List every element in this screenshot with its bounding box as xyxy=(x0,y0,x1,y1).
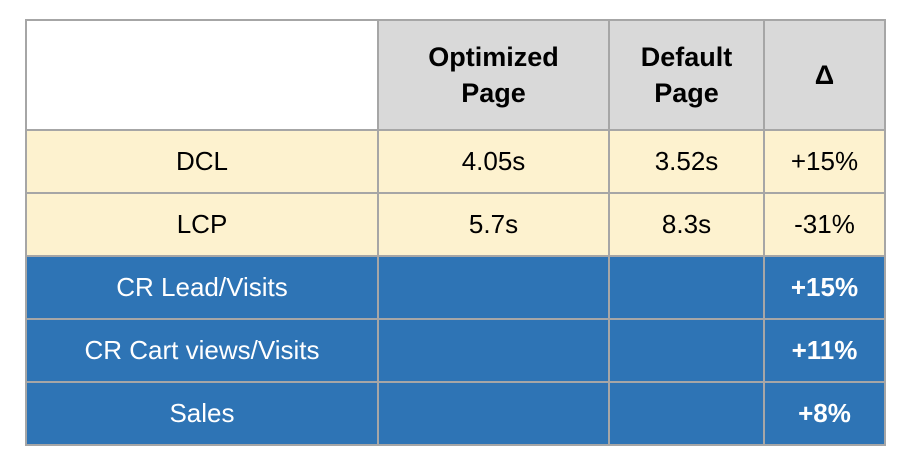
table-row-sales: Sales +8% xyxy=(25,381,886,446)
default-value-cell: 3.52s xyxy=(608,129,765,194)
row-label-cell: DCL xyxy=(25,129,379,194)
table-row-lcp: LCP 5.7s 8.3s -31% xyxy=(25,192,886,257)
delta-value-cell: +11% xyxy=(763,318,886,383)
optimized-value-cell xyxy=(377,318,610,383)
delta-value-cell: -31% xyxy=(763,192,886,257)
header-delta: Δ xyxy=(763,19,886,131)
metrics-comparison-table: Optimized Page Default Page Δ DCL 4.05s … xyxy=(25,19,886,446)
header-row: Optimized Page Default Page Δ xyxy=(25,19,886,131)
optimized-value-cell xyxy=(377,381,610,446)
header-optimized-page: Optimized Page xyxy=(377,19,610,131)
optimized-value-cell xyxy=(377,255,610,320)
row-label-cell: CR Lead/Visits xyxy=(25,255,379,320)
table-row-cr-cart-views-visits: CR Cart views/Visits +11% xyxy=(25,318,886,383)
row-label-cell: LCP xyxy=(25,192,379,257)
table-row-cr-lead-visits: CR Lead/Visits +15% xyxy=(25,255,886,320)
optimized-value-cell: 5.7s xyxy=(377,192,610,257)
delta-value-cell: +8% xyxy=(763,381,886,446)
default-value-cell xyxy=(608,255,765,320)
row-label-cell: Sales xyxy=(25,381,379,446)
delta-value-cell: +15% xyxy=(763,129,886,194)
header-empty-cell xyxy=(25,19,379,131)
table-row-dcl: DCL 4.05s 3.52s +15% xyxy=(25,129,886,194)
row-label-cell: CR Cart views/Visits xyxy=(25,318,379,383)
delta-value-cell: +15% xyxy=(763,255,886,320)
default-value-cell xyxy=(608,318,765,383)
header-default-page: Default Page xyxy=(608,19,765,131)
optimized-value-cell: 4.05s xyxy=(377,129,610,194)
default-value-cell: 8.3s xyxy=(608,192,765,257)
default-value-cell xyxy=(608,381,765,446)
